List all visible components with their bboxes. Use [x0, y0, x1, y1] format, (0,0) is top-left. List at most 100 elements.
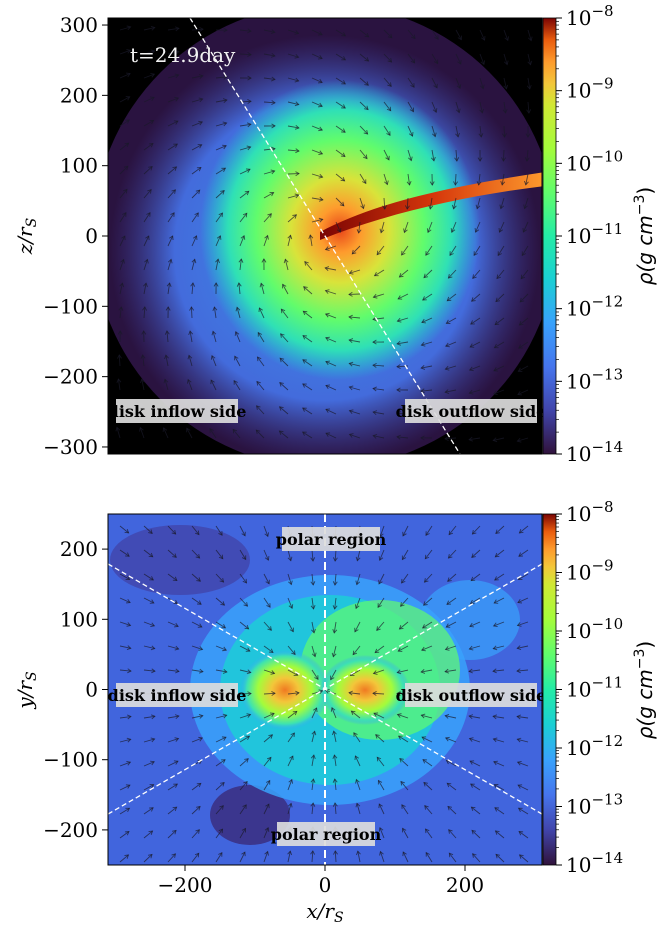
velocity-arrowhead	[125, 96, 131, 101]
velocity-arrow	[119, 597, 131, 603]
velocity-arrowhead	[221, 736, 227, 741]
bottom-ylabel: y/rS	[13, 671, 40, 709]
velocity-arrowhead	[199, 50, 204, 56]
velocity-arrow	[239, 781, 248, 791]
bottom-colorbar-label: ρ(g cm−3)	[632, 641, 657, 739]
velocity-arrowhead	[221, 759, 226, 764]
velocity-arrowhead	[340, 152, 346, 157]
velocity-arrow	[376, 621, 385, 631]
velocity-arrow	[407, 29, 416, 39]
velocity-arrowhead	[325, 408, 331, 413]
velocity-arrowhead	[220, 190, 225, 195]
velocity-arrow	[143, 189, 152, 199]
velocity-arrowhead	[140, 378, 145, 384]
velocity-arrow	[187, 379, 193, 391]
velocity-arrow	[191, 75, 203, 79]
velocity-arrow	[215, 669, 227, 673]
velocity-arrowhead	[194, 852, 200, 858]
velocity-arrowhead	[378, 803, 383, 809]
velocity-arrow	[335, 125, 346, 133]
velocity-arrow	[335, 29, 346, 37]
velocity-arrow	[472, 269, 481, 279]
velocity-arrowhead	[500, 180, 506, 186]
y-tick-label: 100	[60, 607, 98, 631]
velocity-arrowhead	[146, 212, 151, 217]
velocity-arrow	[397, 669, 409, 674]
velocity-arrowhead	[350, 710, 356, 716]
velocity-arrowhead	[164, 354, 169, 360]
velocity-arrowhead	[364, 105, 369, 111]
velocity-arrowhead	[292, 214, 298, 219]
velocity-arrow	[494, 573, 505, 581]
velocity-arrowhead	[271, 146, 276, 152]
velocity-arrow	[422, 759, 433, 767]
velocity-arrow	[279, 382, 289, 391]
velocity-arrow	[215, 145, 227, 151]
velocity-arrow	[399, 621, 409, 630]
velocity-arrow	[400, 597, 409, 607]
velocity-arrowhead	[123, 165, 129, 171]
velocity-arrowhead	[518, 854, 524, 859]
velocity-arrow	[425, 852, 433, 863]
velocity-arrowhead	[245, 647, 251, 652]
velocity-arrowhead	[472, 853, 477, 858]
velocity-arrowhead	[124, 854, 130, 859]
velocity-arrow	[383, 149, 390, 161]
velocity-arrowhead	[363, 129, 369, 135]
velocity-arrowhead	[270, 169, 276, 175]
velocity-arrow	[469, 669, 481, 672]
velocity-arrowhead	[407, 156, 413, 162]
velocity-arrow	[167, 783, 178, 791]
velocity-arrow	[373, 712, 385, 719]
velocity-arrow	[469, 365, 481, 371]
velocity-arrowhead	[222, 646, 228, 652]
velocity-arrowhead	[127, 714, 132, 720]
velocity-arrowhead	[492, 645, 498, 651]
velocity-arrowhead	[455, 132, 460, 138]
velocity-arrowhead	[302, 407, 307, 412]
velocity-arrow	[407, 173, 410, 185]
velocity-arrow	[503, 77, 507, 89]
velocity-arrowhead	[210, 354, 216, 360]
velocity-arrowhead	[215, 258, 220, 264]
velocity-arrow	[472, 525, 481, 535]
velocity-arrow	[239, 735, 250, 743]
velocity-arrow	[359, 101, 369, 110]
velocity-arrowhead	[492, 668, 497, 674]
velocity-arrowhead	[147, 188, 152, 194]
velocity-arrowhead	[211, 330, 217, 336]
velocity-arrowhead	[150, 622, 156, 628]
velocity-arrow	[325, 432, 337, 439]
velocity-arrow	[334, 549, 337, 562]
velocity-arrow	[359, 29, 369, 38]
y-tick-label: 0	[85, 678, 98, 702]
velocity-arrow	[379, 549, 385, 561]
velocity-arrow	[522, 221, 529, 233]
velocity-arrowhead	[348, 338, 354, 344]
velocity-arrowhead	[479, 84, 485, 90]
velocity-arrow	[397, 293, 409, 300]
velocity-arrowhead	[199, 26, 204, 32]
velocity-arrowhead	[492, 390, 498, 396]
velocity-arrowhead	[332, 605, 338, 610]
velocity-arrowhead	[410, 58, 416, 64]
velocity-arrowhead	[522, 227, 527, 233]
velocity-arrow	[287, 851, 291, 863]
velocity-arrow	[359, 77, 369, 86]
velocity-arrow	[517, 645, 529, 649]
velocity-arrowhead	[325, 384, 331, 389]
velocity-arrow	[191, 829, 200, 839]
velocity-arrowhead	[496, 274, 501, 280]
velocity-arrow	[303, 286, 313, 295]
velocity-arrowhead	[332, 628, 338, 634]
colorbar-tick-label: 10−13	[566, 791, 623, 819]
velocity-arrow	[445, 715, 457, 719]
colorbar-tick-label: 10−14	[566, 438, 623, 466]
velocity-arrow	[406, 197, 409, 210]
velocity-arrowhead	[126, 49, 132, 54]
velocity-arrow	[191, 98, 203, 103]
velocity-arrowhead	[379, 850, 384, 856]
velocity-arrowhead	[240, 234, 246, 240]
velocity-arrow	[143, 50, 155, 55]
velocity-arrowhead	[324, 289, 330, 294]
